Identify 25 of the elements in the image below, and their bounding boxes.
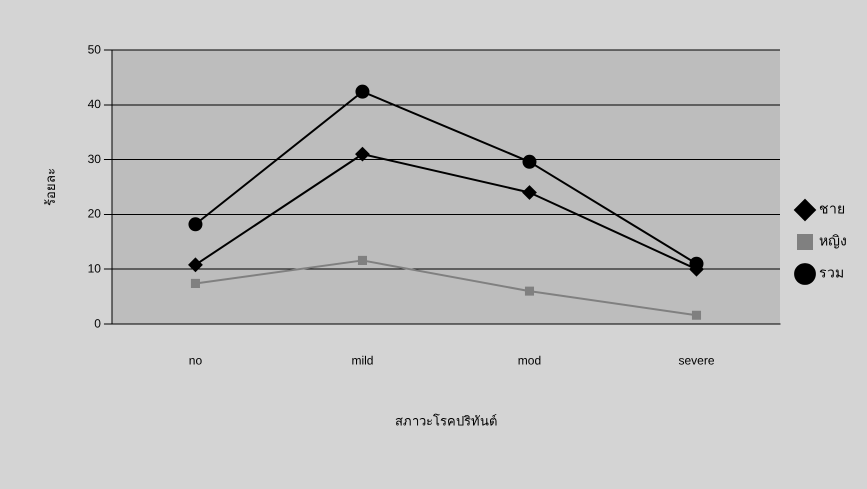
point (355, 84, 370, 99)
point (524, 286, 534, 296)
x-tick-label: mild (351, 354, 374, 368)
y-tick-label: 20 (88, 206, 102, 221)
point (522, 154, 536, 169)
y-tick-label: 50 (88, 42, 102, 56)
point (188, 217, 202, 232)
y-tick-label: 0 (94, 316, 102, 330)
point (188, 258, 202, 272)
y-tick-label: 10 (88, 262, 102, 276)
x-tick-label: no (188, 354, 202, 368)
point (522, 185, 536, 200)
x-tick-label: mod (518, 354, 542, 368)
point (358, 256, 368, 265)
point (355, 147, 370, 162)
legend-label: ชาย (819, 202, 845, 218)
point (692, 310, 702, 320)
x-axis-title: สภาวะโรคปริทันต์ (394, 414, 497, 430)
legend-label: หญิง (819, 234, 847, 250)
y-tick-label: 40 (88, 97, 102, 112)
legend-label: รวม (819, 266, 844, 282)
x-tick-label: severe (678, 354, 715, 368)
point (190, 278, 200, 288)
y-tick-label: 30 (88, 152, 102, 166)
y-axis-title: ร้อยละ (44, 168, 60, 206)
